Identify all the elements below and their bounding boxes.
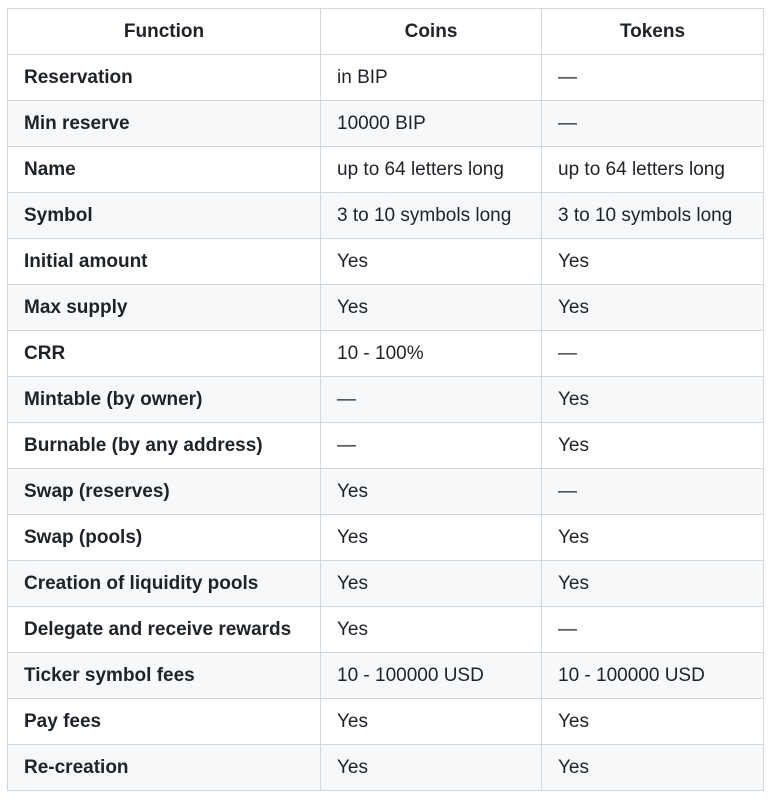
- function-cell: Pay fees: [7, 698, 321, 745]
- table-row: Burnable (by any address) — Yes: [7, 422, 764, 469]
- function-cell: Re-creation: [7, 744, 321, 791]
- tokens-cell: Yes: [541, 698, 764, 745]
- table-body: Reservation in BIP — Min reserve 10000 BIP — N…: [7, 54, 764, 791]
- function-cell: CRR: [7, 330, 321, 377]
- function-cell: Name: [7, 146, 321, 193]
- function-cell: Mintable (by owner): [7, 376, 321, 423]
- coins-cell: up to 64 letters long: [320, 146, 542, 193]
- function-cell: Delegate and receive rewards: [7, 606, 321, 653]
- coins-cell: Yes: [320, 560, 542, 607]
- table-row: Name up to 64 letters long up to 64 letter…: [7, 146, 764, 193]
- coins-cell: in BIP: [320, 54, 542, 101]
- tokens-cell: —: [541, 468, 764, 515]
- tokens-cell: 10 - 100000 USD: [541, 652, 764, 699]
- table-row: Initial amount Yes Yes: [7, 238, 764, 285]
- comparison-table: Function Coins Tokens Reservation in BIP —…: [7, 8, 764, 791]
- table-row: Symbol 3 to 10 symbols long 3 to 10 symbol…: [7, 192, 764, 239]
- tokens-cell: —: [541, 54, 764, 101]
- function-cell: Creation of liquidity pools: [7, 560, 321, 607]
- table-row: Mintable (by owner) — Yes: [7, 376, 764, 423]
- function-cell: Swap (pools): [7, 514, 321, 561]
- function-cell: Initial amount: [7, 238, 321, 285]
- table-row: Delegate and receive rewards Yes —: [7, 606, 764, 653]
- coins-cell: Yes: [320, 744, 542, 791]
- tokens-cell: Yes: [541, 514, 764, 561]
- tokens-cell: Yes: [541, 744, 764, 791]
- coins-cell: —: [320, 422, 542, 469]
- table-row: Re-creation Yes Yes: [7, 744, 764, 791]
- table-row: Pay fees Yes Yes: [7, 698, 764, 745]
- tokens-cell: Yes: [541, 238, 764, 285]
- coins-cell: 10000 BIP: [320, 100, 542, 147]
- coins-cell: Yes: [320, 514, 542, 561]
- comparison-table-container: Function Coins Tokens Reservation in BIP —…: [7, 8, 764, 791]
- coins-cell: 10 - 100%: [320, 330, 542, 377]
- coins-cell: Yes: [320, 468, 542, 515]
- table-row: Creation of liquidity pools Yes Yes: [7, 560, 764, 607]
- tokens-cell: 3 to 10 symbols long: [541, 192, 764, 239]
- coins-cell: 10 - 100000 USD: [320, 652, 542, 699]
- tokens-cell: Yes: [541, 376, 764, 423]
- coins-cell: 3 to 10 symbols long: [320, 192, 542, 239]
- coins-cell: Yes: [320, 284, 542, 331]
- tokens-cell: Yes: [541, 560, 764, 607]
- column-header-tokens: Tokens: [541, 8, 764, 55]
- coins-cell: —: [320, 376, 542, 423]
- table-row: Ticker symbol fees 10 - 100000 USD 10 - 10…: [7, 652, 764, 699]
- table-row: Swap (pools) Yes Yes: [7, 514, 764, 561]
- tokens-cell: Yes: [541, 422, 764, 469]
- column-header-coins: Coins: [320, 8, 542, 55]
- tokens-cell: —: [541, 606, 764, 653]
- function-cell: Symbol: [7, 192, 321, 239]
- coins-cell: Yes: [320, 606, 542, 653]
- table-row: Max supply Yes Yes: [7, 284, 764, 331]
- function-cell: Swap (reserves): [7, 468, 321, 515]
- coins-cell: Yes: [320, 238, 542, 285]
- table-row: Min reserve 10000 BIP —: [7, 100, 764, 147]
- column-header-function: Function: [7, 8, 321, 55]
- table-header-row: Function Coins Tokens: [7, 8, 764, 55]
- table-row: Reservation in BIP —: [7, 54, 764, 101]
- coins-cell: Yes: [320, 698, 542, 745]
- function-cell: Reservation: [7, 54, 321, 101]
- function-cell: Max supply: [7, 284, 321, 331]
- tokens-cell: up to 64 letters long: [541, 146, 764, 193]
- function-cell: Burnable (by any address): [7, 422, 321, 469]
- tokens-cell: Yes: [541, 284, 764, 331]
- function-cell: Min reserve: [7, 100, 321, 147]
- tokens-cell: —: [541, 330, 764, 377]
- function-cell: Ticker symbol fees: [7, 652, 321, 699]
- tokens-cell: —: [541, 100, 764, 147]
- table-row: Swap (reserves) Yes —: [7, 468, 764, 515]
- table-row: CRR 10 - 100% —: [7, 330, 764, 377]
